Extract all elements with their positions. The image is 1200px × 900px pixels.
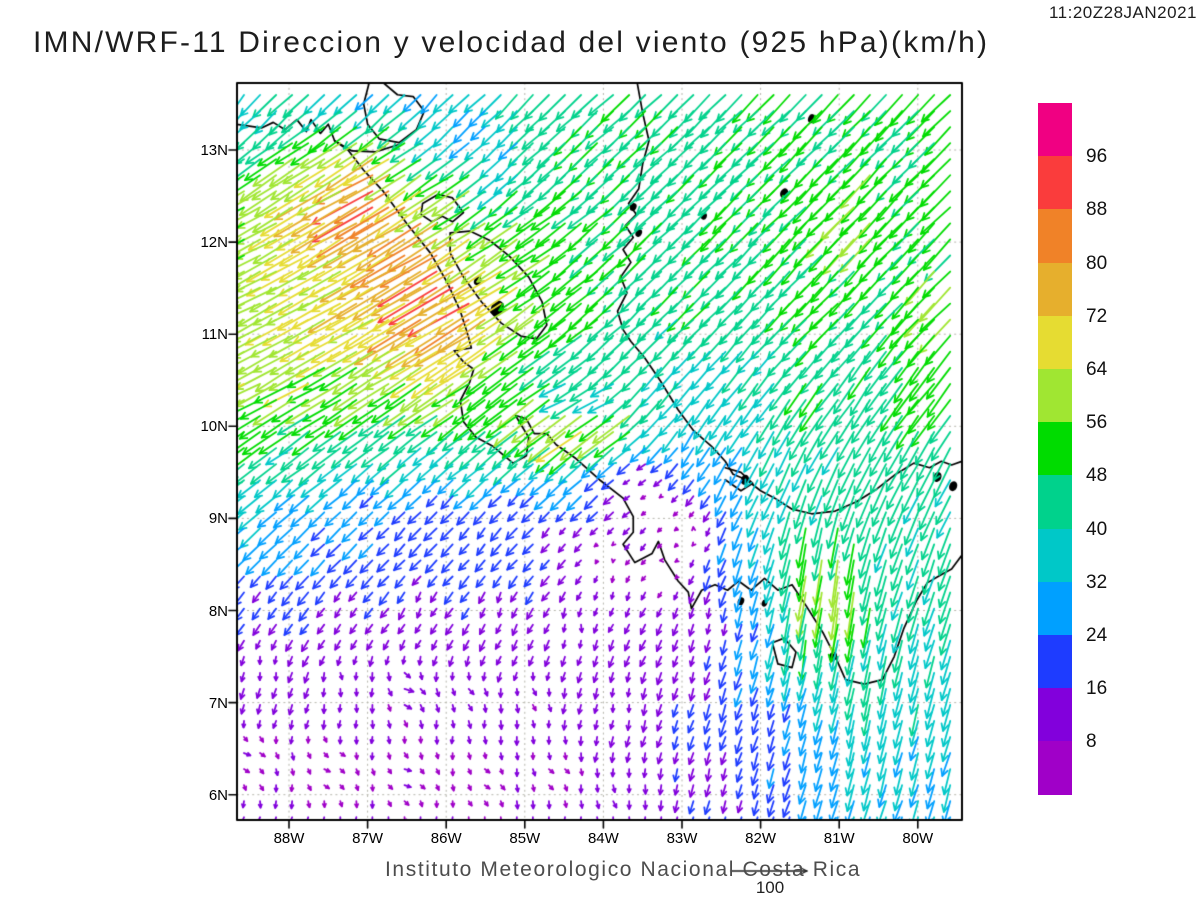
colorbar-segment <box>1038 209 1072 264</box>
colorbar-tick-label: 40 <box>1086 518 1108 540</box>
colorbar-segment <box>1038 741 1072 796</box>
colorbar-segment <box>1038 156 1072 210</box>
lon-label: 81W <box>823 830 855 847</box>
lat-label: 12N <box>200 234 228 252</box>
lat-label: 13N <box>200 142 228 159</box>
valid-time-label: 11:20Z28JAN2021 <box>1048 3 1197 22</box>
lon-label: 82W <box>745 830 777 847</box>
colorbar-tick-label: 48 <box>1086 465 1108 487</box>
colorbar-segment <box>1038 369 1072 423</box>
colorbar-tick-label: 32 <box>1086 571 1108 593</box>
colorbar-tick-label: 80 <box>1086 252 1108 274</box>
page-title: IMN/WRF-11 Direccion y velocidad del vie… <box>33 26 990 59</box>
colorbar-segment <box>1038 315 1072 370</box>
colorbar-segment <box>1038 528 1072 583</box>
colorbar-tick-label: 72 <box>1086 305 1108 327</box>
lon-label: 86W <box>430 830 462 847</box>
colorbar-tick-label: 88 <box>1086 199 1108 221</box>
colorbar-tick-label: 64 <box>1086 359 1108 380</box>
lat-label: 10N <box>200 418 228 436</box>
colorbar-segment <box>1038 422 1072 476</box>
colorbar-segment <box>1038 581 1072 636</box>
lon-label: 80W <box>902 830 934 847</box>
colorbar-segment <box>1038 688 1072 742</box>
colorbar-tick-label: 96 <box>1086 146 1108 168</box>
colorbar-segment <box>1038 475 1072 530</box>
lon-label: 88W <box>273 830 305 847</box>
lon-label: 85W <box>509 830 541 847</box>
credit-text: Instituto Meteorologico Nacional Costa R… <box>385 858 862 881</box>
lon-label: 84W <box>587 830 619 847</box>
reference-arrow-label: 100 <box>755 878 785 897</box>
lon-label: 87W <box>352 830 384 847</box>
lat-label: 6N <box>208 786 228 804</box>
lat-label: 11N <box>201 326 228 344</box>
colorbar-segment <box>1038 635 1072 689</box>
colorbar-tick-label: 8 <box>1086 731 1097 753</box>
lat-label: 9N <box>208 510 228 528</box>
lat-label: 8N <box>208 602 228 620</box>
lat-label: 7N <box>208 694 228 712</box>
colorbar-segment <box>1038 262 1072 317</box>
colorbar-tick-label: 24 <box>1086 625 1108 646</box>
colorbar-tick-label: 56 <box>1086 412 1108 434</box>
colorbar-segment <box>1038 103 1072 157</box>
colorbar-tick-label: 16 <box>1086 678 1108 700</box>
lon-label: 83W <box>666 830 698 847</box>
